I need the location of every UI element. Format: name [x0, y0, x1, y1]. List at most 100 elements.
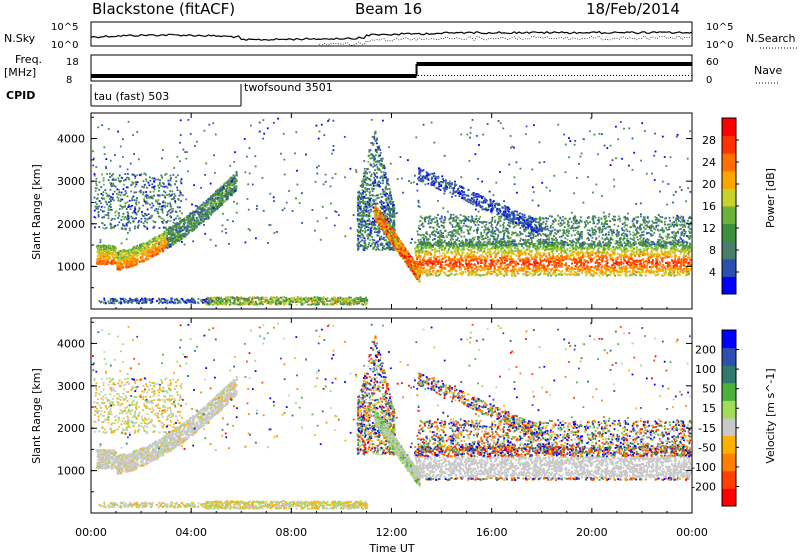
power-cell [222, 196, 224, 198]
freq-panel: Freq. [MHz] 18 8 60 0 Nave [4, 53, 782, 86]
power-cell [189, 217, 191, 219]
power-cell [224, 191, 226, 193]
power-cell [139, 261, 141, 263]
nsearch-label: N.Search [746, 32, 796, 45]
power-cell [164, 235, 166, 237]
power-cell [161, 240, 163, 242]
power-cell [194, 211, 196, 213]
power-cell [227, 186, 229, 188]
power-cell [144, 247, 146, 249]
power-cell [125, 250, 127, 252]
power-cell [216, 209, 218, 211]
power-cell [176, 229, 178, 231]
power-cell [101, 261, 103, 263]
freq-tick-low: 8 [66, 75, 72, 86]
power-cell [140, 257, 142, 259]
noise-tick-low-left: 10^0 [51, 40, 78, 51]
freq-unit-label: [MHz] [4, 66, 36, 79]
power-cell [117, 252, 119, 254]
freq-tick-high: 18 [66, 57, 79, 68]
power-cell [210, 203, 212, 205]
power-cell [224, 183, 226, 185]
freq-label: Freq. [15, 53, 42, 66]
power-cell [133, 264, 135, 266]
beam-label: Beam 16 [355, 0, 422, 18]
power-cell [110, 248, 112, 250]
power-cell [151, 247, 153, 249]
cpid-segment-1: tau (fast) 503 [94, 90, 169, 103]
power-cell [216, 194, 218, 196]
rti-plot: Blackstone (fitACF) Beam 16 18/Feb/2014 … [0, 0, 800, 554]
power-cell [236, 175, 238, 177]
nsearch-line [319, 36, 692, 47]
power-cell [136, 247, 138, 249]
power-cell [102, 263, 104, 265]
power-cell [234, 178, 236, 180]
power-cell [97, 247, 99, 249]
power-cell [119, 253, 121, 255]
power-cell [143, 250, 145, 252]
power-cell [221, 193, 223, 195]
nsky-line [91, 32, 692, 41]
power-cell [182, 229, 184, 231]
power-cell [164, 238, 166, 240]
freq-segment [417, 62, 692, 66]
power-cell [208, 207, 210, 209]
noise-tick-high-left: 10^5 [51, 22, 78, 33]
power-cell [219, 199, 221, 201]
power-cell [142, 248, 144, 250]
power-cell [194, 214, 196, 216]
power-cell [145, 258, 147, 260]
power-cell [232, 175, 234, 177]
power-cell [208, 200, 210, 202]
noise-panel: N.Sky 10^5 10^0 10^5 10^0 N.Search [4, 22, 797, 51]
power-cell [100, 245, 102, 247]
power-cell [236, 173, 238, 175]
power-cell [195, 225, 197, 227]
power-cell [210, 214, 212, 216]
power-cell [203, 203, 205, 205]
power-cell [113, 260, 115, 262]
power-cell [188, 232, 190, 234]
power-cell [193, 229, 195, 231]
power-cell [199, 206, 201, 208]
power-cell [157, 239, 159, 241]
power-cell [217, 197, 219, 199]
power-cell [186, 226, 188, 228]
power-cell [140, 253, 142, 255]
date-label: 18/Feb/2014 [586, 0, 680, 18]
power-cell [184, 227, 186, 229]
noise-tick-high-right: 10^5 [706, 22, 733, 33]
cpid-segment-2: twofsound 3501 [244, 81, 333, 94]
power-cell [112, 263, 114, 265]
power-cell [236, 180, 238, 182]
power-cell [144, 259, 146, 261]
plot-title: Blackstone (fitACF) [92, 0, 235, 18]
power-cell [196, 209, 198, 211]
power-cell [194, 227, 196, 229]
power-cell [183, 236, 185, 238]
power-cell [97, 255, 99, 257]
power-cell [169, 246, 171, 248]
power-cell [105, 248, 107, 250]
power-cell [173, 228, 175, 230]
power-cell [234, 179, 236, 181]
power-cell [175, 239, 177, 241]
power-cell [136, 245, 138, 247]
power-cell [111, 254, 113, 256]
power-cell [151, 241, 153, 243]
power-cell [115, 262, 117, 264]
power-cell [115, 255, 117, 257]
power-cell [119, 268, 121, 270]
power-cell [120, 260, 122, 262]
nave-tick-high: 60 [706, 57, 719, 68]
power-cell [113, 250, 115, 252]
power-cell [229, 178, 231, 180]
power-cell [177, 236, 179, 238]
nave-label: Nave [754, 64, 782, 77]
power-cell [157, 241, 159, 243]
power-cell [224, 188, 226, 190]
power-cell [110, 261, 112, 263]
power-cell [186, 216, 188, 218]
nsky-label: N.Sky [4, 32, 36, 45]
